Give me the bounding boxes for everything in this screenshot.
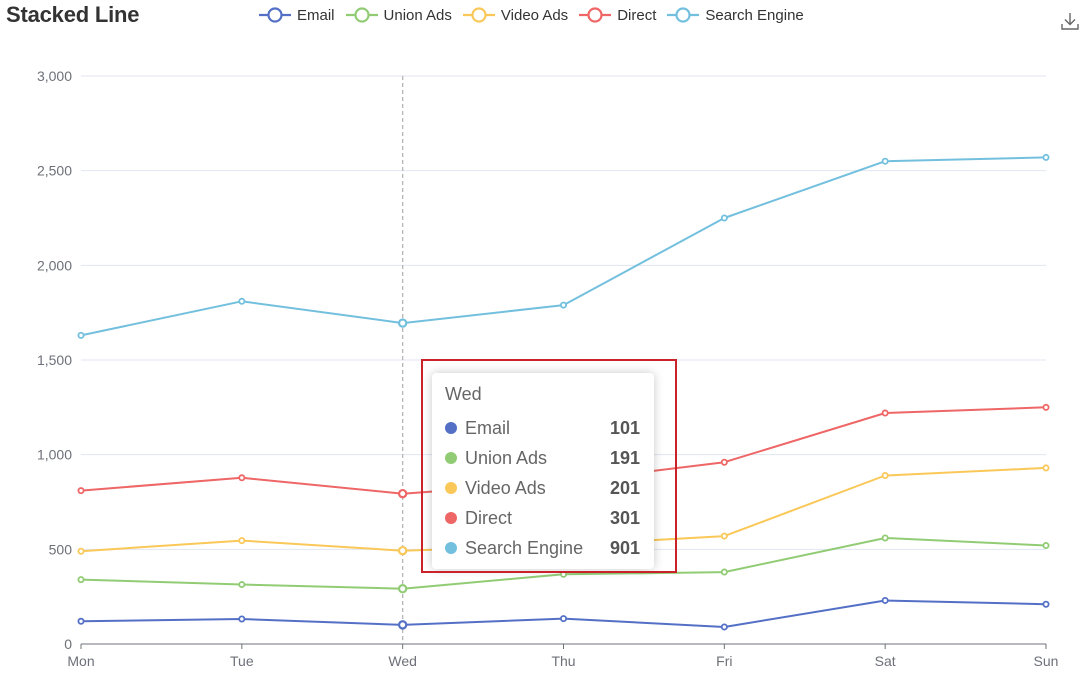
series-dot-icon xyxy=(445,452,457,464)
tooltip-row-video-ads: Video Ads 201 xyxy=(445,473,640,503)
tooltip-row-email: Email 101 xyxy=(445,413,640,443)
download-icon[interactable] xyxy=(1059,10,1081,32)
legend-line-circle-icon xyxy=(578,5,612,25)
series-line xyxy=(80,156,1047,337)
tooltip-series-name: Email xyxy=(465,417,511,438)
tooltip-series-name: Direct xyxy=(465,507,513,528)
data-point xyxy=(238,474,246,482)
data-point xyxy=(397,620,408,630)
series-dot-icon xyxy=(445,422,457,434)
legend-item-direct[interactable]: Direct xyxy=(578,5,656,25)
data-point xyxy=(397,488,408,499)
data-point xyxy=(720,214,728,222)
data-point xyxy=(397,545,408,556)
series-dot-icon xyxy=(445,512,457,524)
x-tick-label: Thu xyxy=(551,653,575,669)
legend-label: Search Engine xyxy=(705,6,804,24)
chart-title: Stacked Line xyxy=(6,2,140,27)
tooltip-series-name: Union Ads xyxy=(465,447,548,468)
data-point xyxy=(77,487,85,495)
y-tick-label: 3,000 xyxy=(37,68,72,84)
x-tick-label: Sun xyxy=(1034,653,1059,669)
y-tick-label: 2,500 xyxy=(37,163,72,179)
tooltip: Wed Email 101 Union Ads 191 Video Ads 20… xyxy=(432,373,654,569)
legend-label: Email xyxy=(297,6,335,24)
data-point xyxy=(881,534,889,542)
data-point xyxy=(238,297,246,305)
data-point xyxy=(1042,403,1050,411)
data-point xyxy=(881,409,889,417)
data-point xyxy=(1042,153,1050,161)
data-point xyxy=(720,568,728,576)
x-tick-label: Wed xyxy=(388,653,417,669)
tooltip-series-name: Video Ads xyxy=(465,477,546,498)
tooltip-series-value: 901 xyxy=(609,537,640,558)
series-dot-icon xyxy=(445,542,457,554)
data-point xyxy=(77,547,85,555)
legend: Email Union Ads Video Ads Direct Search … xyxy=(258,5,814,25)
data-point xyxy=(881,157,889,165)
y-tick-label: 1,000 xyxy=(37,447,72,463)
data-point xyxy=(77,576,85,584)
y-tick-label: 2,000 xyxy=(37,257,72,273)
tooltip-series-value: 191 xyxy=(609,447,640,468)
data-point xyxy=(720,623,728,631)
legend-item-video-ads[interactable]: Video Ads xyxy=(462,5,568,25)
data-point xyxy=(560,301,568,309)
data-point xyxy=(397,318,408,328)
data-point xyxy=(238,581,246,589)
data-point xyxy=(881,471,889,479)
data-point xyxy=(1042,542,1050,550)
data-point xyxy=(397,584,408,594)
data-point xyxy=(720,458,728,466)
x-tick-label: Fri xyxy=(716,653,732,669)
legend-label: Video Ads xyxy=(500,6,569,24)
legend-line-circle-icon xyxy=(666,5,700,25)
data-point xyxy=(238,537,246,545)
legend-line-circle-icon xyxy=(345,5,379,25)
legend-line-circle-icon xyxy=(462,5,496,25)
x-tick-label: Sat xyxy=(875,653,896,669)
y-tick-label: 1,500 xyxy=(37,352,72,368)
data-point xyxy=(560,615,568,623)
legend-label: Union Ads xyxy=(383,6,452,24)
data-point xyxy=(560,570,568,578)
series-dot-icon xyxy=(445,482,457,494)
legend-label: Direct xyxy=(617,6,657,24)
tooltip-series-value: 201 xyxy=(609,477,640,498)
data-point xyxy=(238,615,246,623)
legend-item-union-ads[interactable]: Union Ads xyxy=(345,5,452,25)
tooltip-row-direct: Direct 301 xyxy=(445,503,640,533)
data-point xyxy=(1042,464,1050,472)
y-tick-label: 0 xyxy=(64,636,72,652)
legend-item-search-engine[interactable]: Search Engine xyxy=(666,5,804,25)
data-point xyxy=(77,617,85,625)
data-point xyxy=(77,331,85,339)
x-tick-label: Tue xyxy=(230,653,254,669)
tooltip-series-value: 301 xyxy=(609,507,640,528)
tooltip-row-union-ads: Union Ads 191 xyxy=(445,443,640,473)
legend-line-circle-icon xyxy=(258,5,292,25)
y-tick-label: 500 xyxy=(49,541,73,557)
legend-item-email[interactable]: Email xyxy=(258,5,335,25)
data-point xyxy=(881,596,889,604)
data-point xyxy=(720,532,728,540)
tooltip-series-value: 101 xyxy=(609,417,640,438)
series-line xyxy=(80,599,1047,628)
data-point xyxy=(1042,600,1050,608)
tooltip-row-search-engine: Search Engine 901 xyxy=(445,533,640,563)
tooltip-title: Wed xyxy=(445,384,482,404)
tooltip-series-name: Search Engine xyxy=(465,537,584,558)
x-tick-label: Mon xyxy=(67,653,94,669)
